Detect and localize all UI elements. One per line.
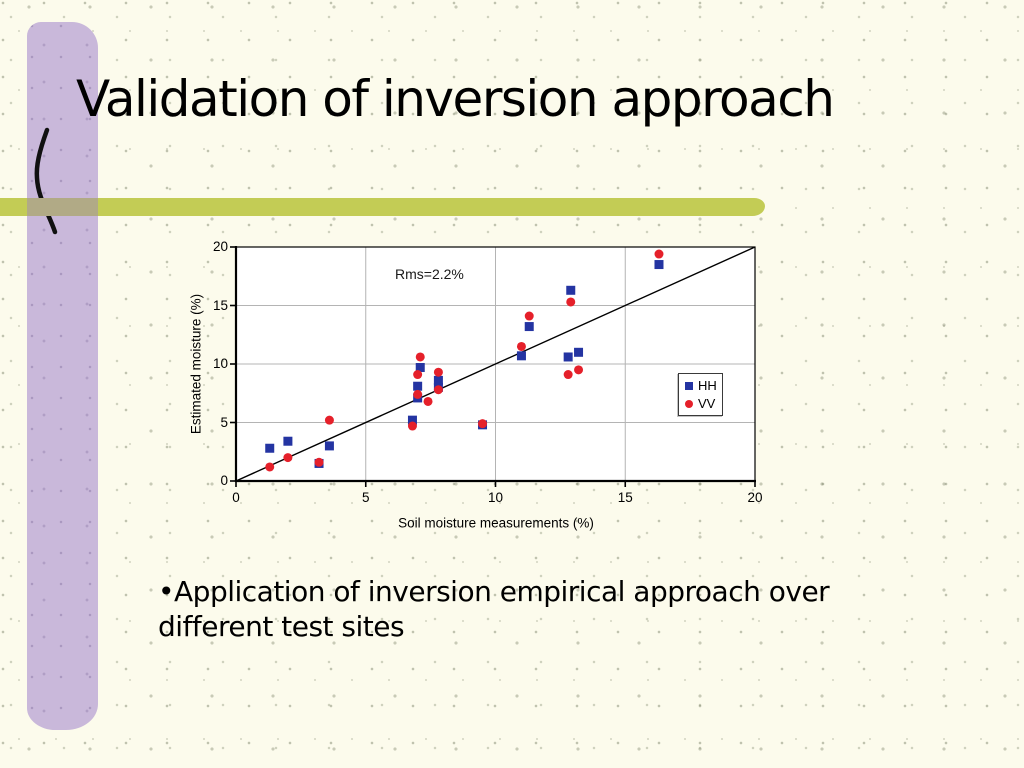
y-tick-label: 0 xyxy=(220,473,228,488)
data-point-hh xyxy=(574,347,584,357)
data-point-vv xyxy=(574,365,584,375)
data-point-hh xyxy=(563,352,573,362)
hh-square-marker-icon xyxy=(685,381,693,390)
data-point-vv xyxy=(314,457,324,467)
purple-brush-stroke xyxy=(27,22,98,730)
data-point-hh xyxy=(654,260,664,270)
bullet-point: •Application of inversion empirical appr… xyxy=(158,574,988,645)
legend-label-vv: VV xyxy=(698,396,716,411)
one-to-one-line xyxy=(235,246,756,482)
data-point-hh xyxy=(516,351,526,361)
legend-item-hh: HH xyxy=(685,379,717,392)
x-tick-label: 20 xyxy=(747,490,763,505)
data-point-hh xyxy=(415,363,425,373)
y-tick-label: 5 xyxy=(220,414,228,430)
data-point-vv xyxy=(516,341,526,351)
data-point-vv xyxy=(265,462,275,472)
data-point-vv xyxy=(415,352,425,362)
y-tick-label: 20 xyxy=(212,239,228,254)
y-tick-label: 10 xyxy=(212,356,228,371)
y-axis-title: Estimated moisture (%) xyxy=(188,293,204,435)
data-point-vv xyxy=(413,370,423,380)
olive-brush-stroke xyxy=(0,198,765,216)
data-point-hh xyxy=(265,443,275,453)
x-tick-label: 5 xyxy=(361,490,370,505)
legend-label-hh: HH xyxy=(698,378,717,393)
data-point-hh xyxy=(407,415,417,425)
data-point-hh xyxy=(283,436,293,446)
data-point-vv xyxy=(563,370,573,380)
bullet-line-1: •Application of inversion empirical appr… xyxy=(158,574,988,609)
legend: HH VV xyxy=(678,373,723,416)
bullet-line-2: different test sites xyxy=(158,610,405,644)
data-point-hh xyxy=(566,285,576,295)
y-tick-label: 15 xyxy=(212,297,228,313)
data-point-vv xyxy=(566,297,576,307)
plot-area xyxy=(230,246,756,487)
data-point-vv xyxy=(433,385,443,395)
data-point-vv xyxy=(423,396,433,406)
data-point-vv xyxy=(283,453,293,463)
rms-annotation: Rms=2.2% xyxy=(395,266,464,282)
x-tick-label: 0 xyxy=(232,490,240,505)
data-point-vv xyxy=(324,415,334,425)
data-point-hh xyxy=(433,375,443,385)
x-tick-label: 10 xyxy=(487,490,504,505)
data-point-hh xyxy=(524,322,534,332)
data-point-hh xyxy=(324,441,334,451)
data-point-vv xyxy=(478,419,488,429)
data-point-vv xyxy=(433,367,443,377)
x-tick-label: 15 xyxy=(617,490,633,505)
data-point-vv xyxy=(654,249,664,259)
paren-brush-mark-icon xyxy=(34,127,58,235)
data-point-vv xyxy=(413,389,423,399)
data-point-hh xyxy=(413,381,423,391)
data-point-vv xyxy=(524,311,534,321)
vv-circle-marker-icon xyxy=(685,399,693,408)
bullet-glyph: • xyxy=(158,575,175,608)
brush-overlap xyxy=(27,198,98,216)
data-point-vv xyxy=(407,421,417,431)
x-axis-title: Soil moisture measurements (%) xyxy=(398,515,594,531)
slide-title: Validation of inversion approach xyxy=(76,70,835,128)
legend-item-vv: VV xyxy=(685,397,717,410)
bullet-text-1: Application of inversion empirical appro… xyxy=(174,575,830,608)
scatter-chart: 0 5 10 15 20 0 5 10 15 20 Estimated moisture (%) … xyxy=(180,230,790,550)
